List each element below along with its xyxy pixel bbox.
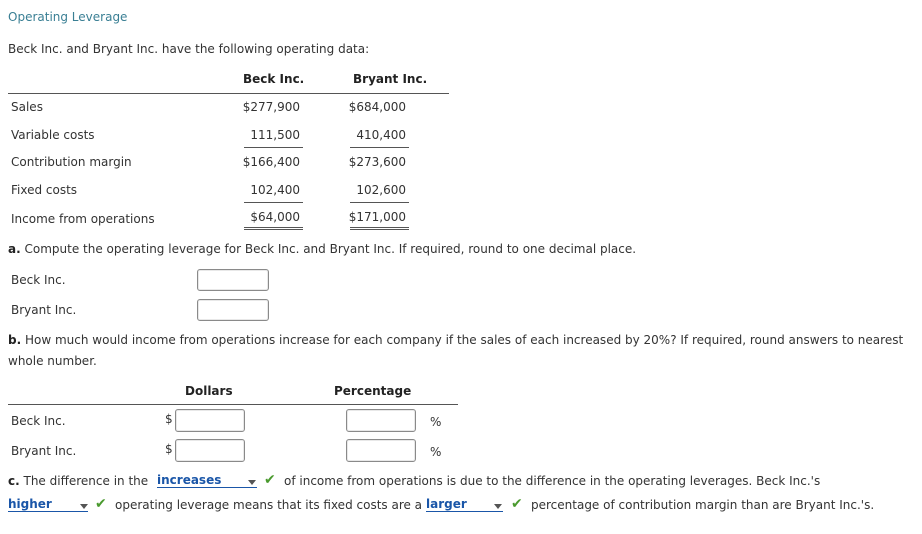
increases-select[interactable]: increases (157, 473, 257, 488)
checkmark-icon: ✔ (511, 496, 523, 512)
beck-income-value: $64,000 (250, 210, 300, 224)
beck-subtotal-line (244, 147, 303, 148)
beck-double-underline-2 (244, 229, 303, 230)
part-a-bryant-input[interactable] (197, 299, 269, 321)
header-divider (8, 93, 449, 94)
part-b-bryant-dollars-input[interactable] (175, 439, 245, 462)
bryant-income-value: $171,000 (348, 210, 406, 224)
part-a-label-beck: Beck Inc. (11, 273, 66, 287)
row-label-fixed-costs: Fixed costs (11, 183, 78, 197)
bryant-double-underline-1 (350, 227, 409, 228)
part-a-question: a. Compute the operating leverage for Be… (8, 242, 636, 256)
row-label-sales: Sales (11, 100, 43, 114)
fixed-cost-proportion-select[interactable]: larger (426, 497, 503, 512)
bryant-variable-costs-value: 410,400 (356, 128, 406, 142)
part-c-text3: operating leverage means that its fixed … (115, 498, 423, 512)
leverage-comparison-select-value: higher (8, 497, 52, 511)
part-c-text1: The difference in the (23, 474, 149, 488)
page-title: Operating Leverage (8, 10, 128, 24)
intro-text: Beck Inc. and Bryant Inc. have the follo… (8, 42, 370, 56)
bryant-subtotal-line (350, 147, 409, 148)
row-label-contribution-margin: Contribution margin (11, 155, 132, 169)
beck-fixed-costs-value: 102,400 (250, 183, 300, 197)
bryant-contribution-margin-value: $273,600 (348, 155, 406, 169)
beck-total-line (244, 202, 303, 203)
part-c-letter: c. (8, 474, 20, 488)
part-b-beck-percentage-input[interactable] (346, 409, 416, 432)
bryant-fixed-costs-value: 102,600 (356, 183, 406, 197)
part-a-label-bryant: Bryant Inc. (11, 303, 77, 317)
fixed-cost-proportion-select-value: larger (426, 497, 467, 511)
part-b-header-divider (8, 404, 458, 405)
part-b-question-line2: whole number. (8, 354, 97, 368)
bryant-sales-value: $684,000 (348, 100, 406, 114)
beck-contribution-margin-value: $166,400 (242, 155, 300, 169)
part-a-beck-input[interactable] (197, 269, 269, 291)
part-c-text4: percentage of contribution margin than a… (531, 498, 875, 512)
row-label-variable-costs: Variable costs (11, 128, 95, 142)
currency-symbol: $ (165, 412, 173, 426)
increases-select-value: increases (157, 473, 222, 487)
beck-variable-costs-value: 111,500 (250, 128, 300, 142)
column-header-dollars: Dollars (185, 384, 233, 398)
part-a-letter: a. (8, 242, 21, 256)
chevron-down-icon[interactable] (80, 504, 88, 509)
checkmark-icon: ✔ (95, 496, 107, 512)
column-header-percentage: Percentage (334, 384, 412, 398)
percent-symbol: % (430, 415, 442, 429)
leverage-comparison-select[interactable]: higher (8, 497, 88, 512)
percent-symbol: % (430, 445, 442, 459)
part-b-bryant-percentage-input[interactable] (346, 439, 416, 462)
beck-double-underline-1 (244, 227, 303, 228)
beck-sales-value: $277,900 (242, 100, 300, 114)
column-header-bryant: Bryant Inc. (353, 72, 428, 86)
checkmark-icon: ✔ (264, 472, 276, 488)
part-b-beck-dollars-input[interactable] (175, 409, 245, 432)
row-label-income-from-operations: Income from operations (11, 212, 155, 226)
part-b-question-line1: b. How much would income from operations… (8, 333, 903, 347)
bryant-total-line (350, 202, 409, 203)
chevron-down-icon[interactable] (494, 504, 502, 509)
column-header-beck: Beck Inc. (243, 72, 305, 86)
part-b-label-beck: Beck Inc. (11, 414, 66, 428)
part-a-text: Compute the operating leverage for Beck … (24, 242, 637, 256)
part-b-text: How much would income from operations in… (24, 333, 904, 347)
bryant-double-underline-2 (350, 229, 409, 230)
currency-symbol: $ (165, 442, 173, 456)
chevron-down-icon[interactable] (248, 480, 256, 485)
part-c-text2: of income from operations is due to the … (284, 474, 821, 488)
part-b-label-bryant: Bryant Inc. (11, 444, 77, 458)
part-b-letter: b. (8, 333, 22, 347)
part-c-line1: c. The difference in the (8, 474, 148, 488)
